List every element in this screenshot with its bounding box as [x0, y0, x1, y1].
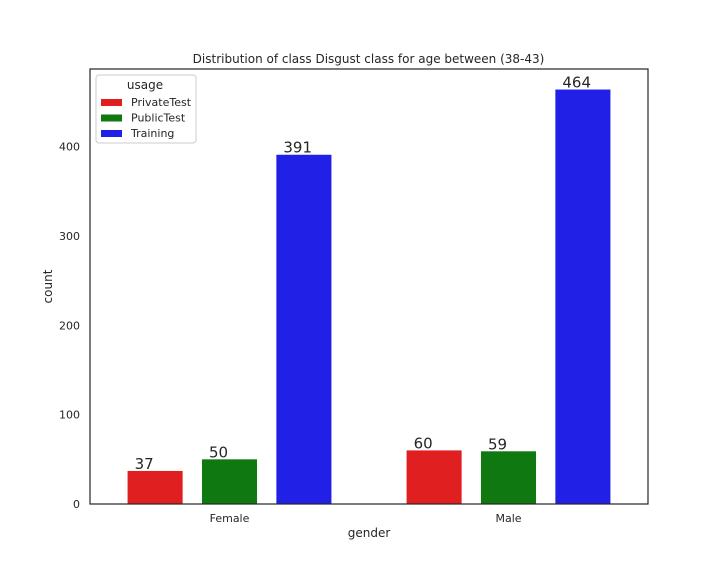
x-tick-label: Male [495, 512, 521, 525]
data-label: 50 [209, 443, 228, 461]
bar-publictest [480, 451, 537, 504]
legend-title: usage [127, 78, 163, 92]
x-axis: Female Male [210, 512, 522, 525]
y-tick-label: 400 [59, 141, 80, 154]
data-label: 391 [283, 139, 312, 157]
y-tick-label: 300 [59, 230, 80, 243]
chart-title: Distribution of class Disgust class for … [193, 52, 545, 66]
legend-entry: PrivateTest [131, 96, 192, 109]
bar-publictest [201, 459, 258, 504]
y-tick-label: 100 [59, 409, 80, 422]
legend-swatch [101, 114, 122, 122]
y-axis: 0 100 200 300 400 [59, 141, 80, 511]
bar-privatetest [127, 470, 183, 504]
plot-frame [89, 68, 649, 505]
bar-privatetest [406, 450, 462, 504]
x-tick-label: Female [210, 512, 250, 525]
legend-swatch [101, 99, 122, 106]
data-label: 60 [414, 434, 433, 452]
y-tick-label: 200 [59, 319, 80, 332]
legend-swatch [101, 130, 122, 137]
bar-training [555, 89, 611, 504]
legend: usage PrivateTest PublicTest Training [95, 74, 197, 144]
y-tick-label: 0 [73, 498, 80, 511]
data-label: 464 [562, 74, 591, 92]
legend-box [95, 74, 197, 144]
data-label: 59 [488, 435, 507, 453]
legend-entry: PublicTest [131, 112, 186, 125]
bars-layer [127, 89, 611, 504]
y-axis-label: count [41, 269, 55, 303]
data-labels-layer: 37 50 391 60 59 464 [135, 74, 591, 473]
bar-training [276, 154, 332, 504]
legend-entry: Training [130, 127, 174, 140]
x-axis-label: gender [348, 526, 391, 540]
data-label: 37 [135, 455, 154, 473]
